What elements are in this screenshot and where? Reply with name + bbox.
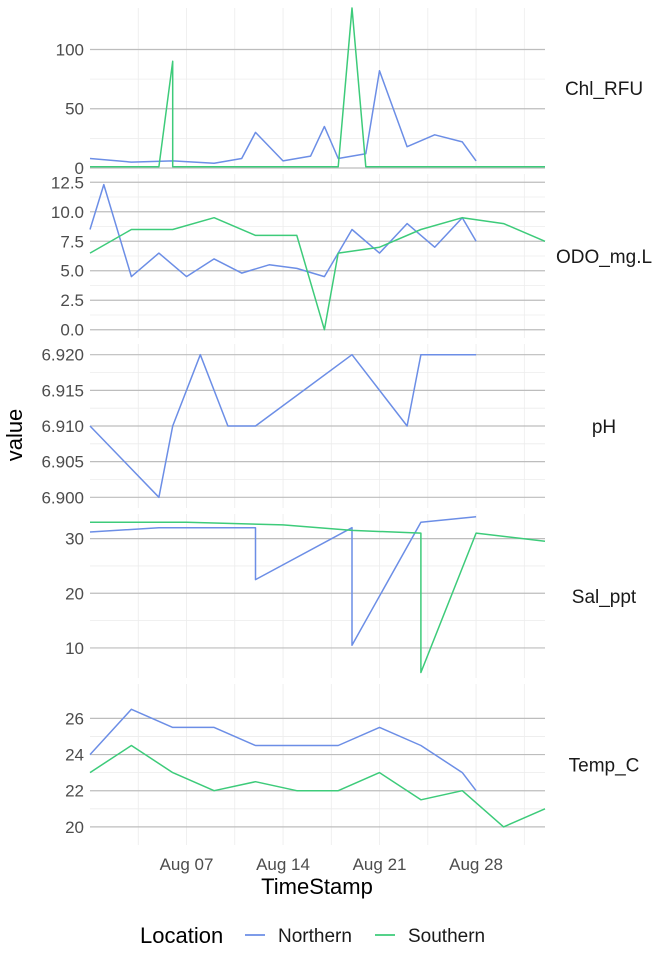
y-tick-label: 20: [65, 584, 84, 603]
y-tick-label: 6.910: [41, 417, 84, 436]
facet-label: ODO_mg.L: [556, 247, 652, 268]
y-tick-label: 100: [56, 40, 84, 59]
series-line-southern: [89, 216, 546, 331]
series-line-northern: [89, 353, 477, 499]
y-tick-label: 50: [65, 100, 84, 119]
y-tick-label: 12.5: [51, 173, 84, 192]
y-tick-label: 10: [65, 639, 84, 658]
y-tick-label: 0: [75, 159, 84, 178]
facet-label: Sal_ppt: [572, 587, 637, 608]
y-tick-label: 30: [65, 530, 84, 549]
facet-label: Temp_C: [569, 756, 640, 777]
y-tick-label: 6.905: [41, 453, 84, 472]
facet-sal-ppt: 10 20 30 Sal_ppt: [65, 514, 637, 678]
series-line-southern: [89, 744, 546, 828]
y-tick-label: 5.0: [60, 262, 84, 281]
y-tick-label: 2.5: [60, 291, 84, 310]
y-tick-label: 26: [65, 709, 84, 728]
x-axis-title: TimeStamp: [261, 874, 373, 899]
y-tick-label: 6.920: [41, 346, 84, 365]
x-tick-label: Aug 28: [449, 855, 503, 874]
series-line-southern: [90, 7, 545, 168]
y-tick-label: 24: [65, 746, 84, 765]
series-line-northern: [89, 515, 477, 646]
y-tick-label: 0.0: [60, 321, 84, 340]
x-axis: Aug 07 Aug 14 Aug 21 Aug 28: [160, 855, 503, 874]
y-tick-label: 20: [65, 818, 84, 837]
series-line-southern: [90, 521, 546, 674]
series-line-northern: [89, 70, 477, 165]
facet-label: Chl_RFU: [565, 79, 643, 100]
x-tick-label: Aug 21: [353, 855, 407, 874]
legend-label-southern: Southern: [408, 926, 485, 947]
facets-layer: 0 50 100 Chl_RFU 0.0 2.5 5.0 7.5 10.0 12.5 ODO_mg.…: [41, 7, 652, 845]
y-tick-label: 6.915: [41, 381, 84, 400]
legend-title: Location: [140, 923, 223, 948]
y-tick-label: 10.0: [51, 203, 84, 222]
y-axis-title: value: [2, 409, 27, 462]
legend-label-northern: Northern: [278, 926, 352, 947]
legend: Location Northern Southern: [140, 923, 485, 948]
y-tick-label: 7.5: [60, 232, 84, 251]
x-tick-label: Aug 14: [256, 855, 310, 874]
facet-temp-c: 20 22 24 26 Temp_C: [65, 684, 639, 845]
facet-chl-rfu: 0 50 100 Chl_RFU: [56, 7, 643, 178]
y-tick-label: 6.900: [41, 488, 84, 507]
series-line-northern: [89, 708, 477, 792]
y-tick-label: 22: [65, 782, 84, 801]
x-tick-label: Aug 07: [160, 855, 214, 874]
facet-ph: 6.900 6.905 6.910 6.915 6.920 pH: [41, 344, 616, 508]
facet-label: pH: [592, 417, 616, 438]
series-line-northern: [89, 183, 477, 278]
facet-odo-mg-l: 0.0 2.5 5.0 7.5 10.0 12.5 ODO_mg.L: [51, 173, 652, 339]
